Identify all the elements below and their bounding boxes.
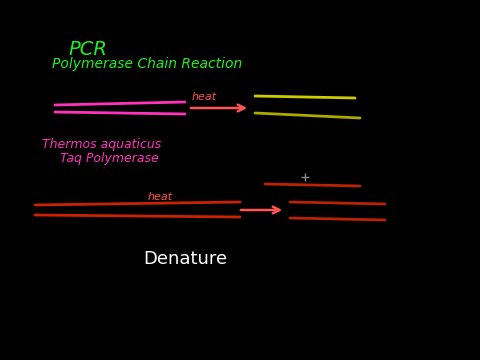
Text: heat: heat <box>192 92 217 102</box>
Text: Thermos aquaticus: Thermos aquaticus <box>42 138 161 151</box>
Text: heat: heat <box>148 192 173 202</box>
Text: PCR: PCR <box>68 40 107 59</box>
Text: Denature: Denature <box>143 250 227 268</box>
Text: Taq Polymerase: Taq Polymerase <box>52 152 159 165</box>
Text: Polymerase Chain Reaction: Polymerase Chain Reaction <box>52 57 242 71</box>
